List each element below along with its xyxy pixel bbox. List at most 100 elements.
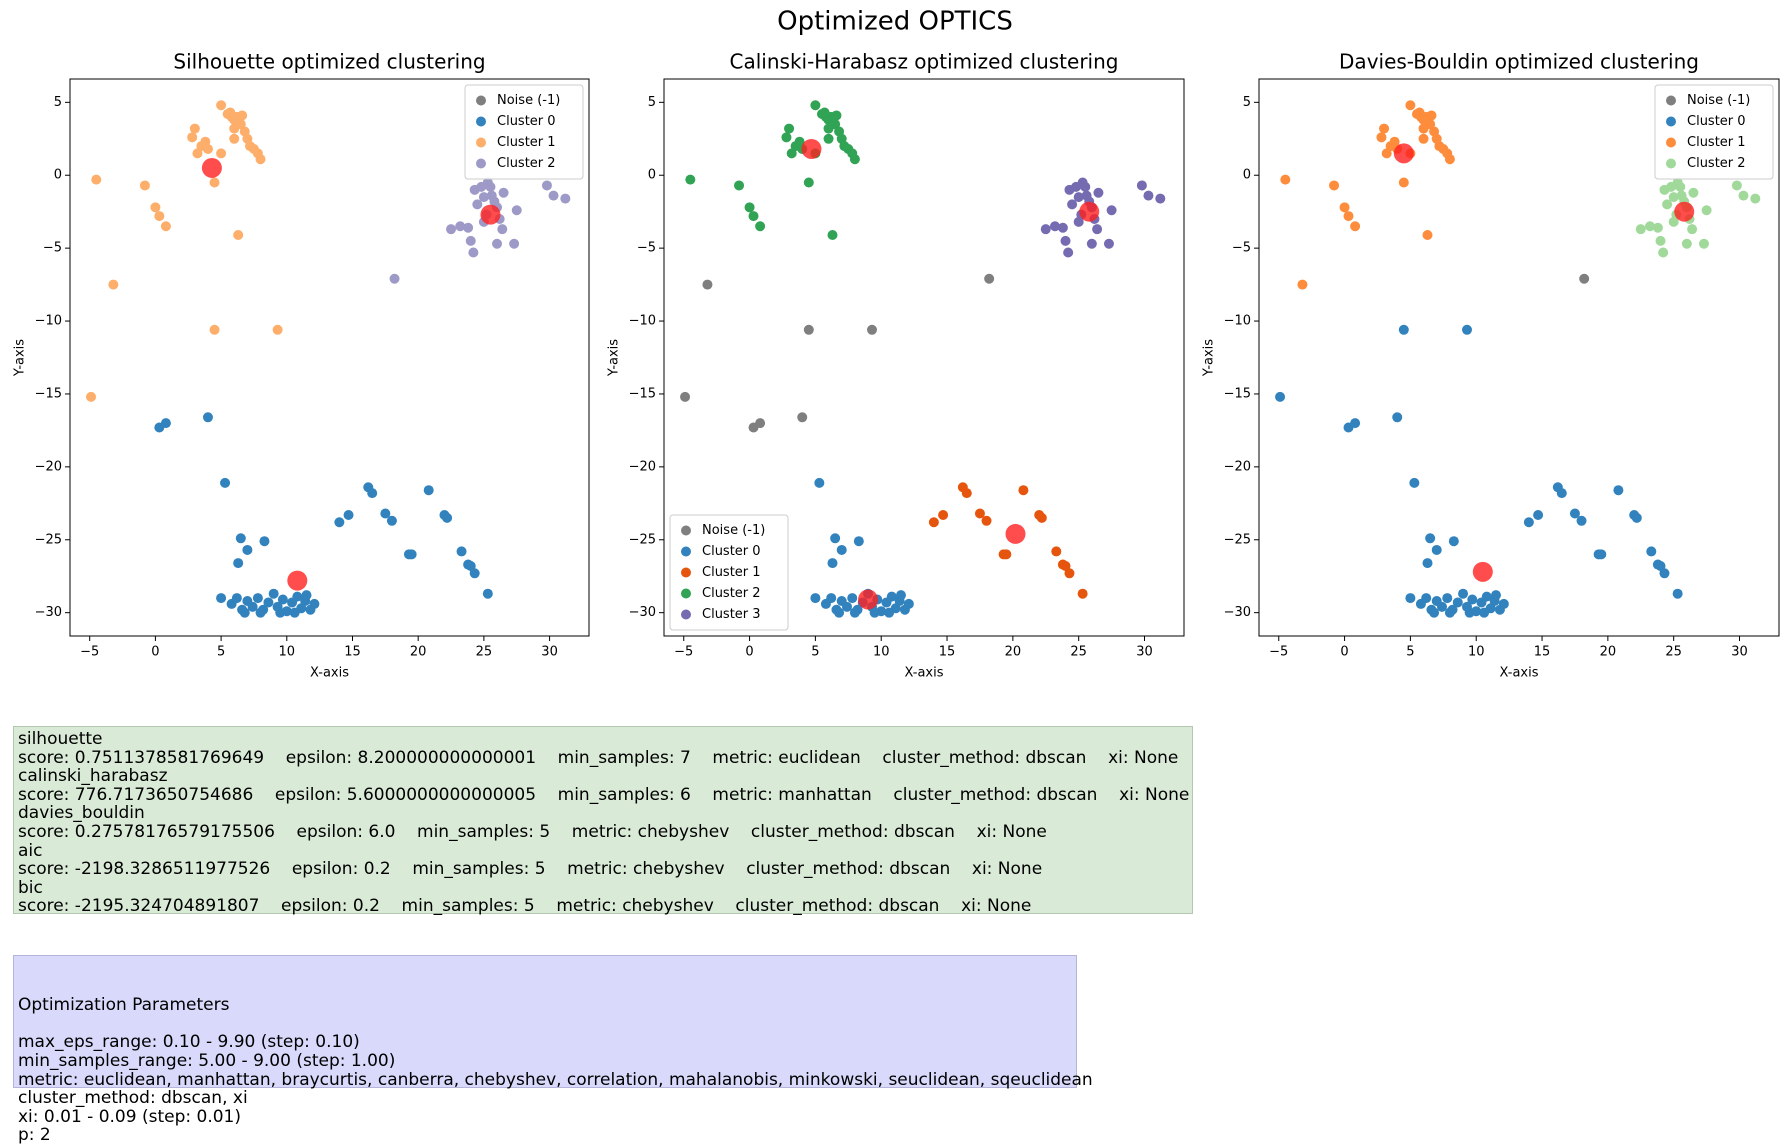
point	[1698, 238, 1709, 249]
point	[233, 230, 244, 241]
legend-label: Noise (-1)	[702, 523, 765, 538]
legend-box	[464, 84, 584, 180]
point	[1687, 224, 1698, 235]
point	[1343, 211, 1354, 222]
point	[1498, 598, 1509, 609]
y-tick-label: −5	[43, 241, 62, 256]
point	[1431, 544, 1442, 555]
point	[482, 588, 493, 599]
chart-title: Silhouette optimized clustering	[173, 50, 485, 74]
point	[560, 193, 571, 204]
x-tick-label: 10	[1468, 645, 1485, 660]
y-tick-label: 5	[1243, 95, 1251, 110]
point	[1103, 238, 1114, 249]
point	[1376, 132, 1387, 143]
point	[108, 279, 119, 290]
point	[1658, 247, 1669, 258]
point	[463, 222, 474, 233]
result-details: score: 0.7511378581769649 epsilon: 8.200…	[18, 747, 1179, 768]
point	[1596, 549, 1607, 560]
point	[847, 593, 858, 604]
point	[1379, 123, 1390, 134]
point	[1067, 199, 1078, 210]
y-tick-label: 0	[54, 168, 62, 183]
point	[1049, 221, 1060, 232]
x-tick-label: 15	[1534, 645, 1551, 660]
y-tick-label: −25	[35, 532, 62, 547]
y-tick-label: −25	[1224, 532, 1251, 547]
point	[886, 591, 897, 602]
point	[803, 177, 814, 188]
legend-marker	[476, 116, 486, 127]
optimization-line: metric: euclidean, manhattan, braycurtis…	[18, 1069, 1093, 1090]
point	[334, 517, 345, 528]
point	[216, 100, 227, 111]
point	[486, 190, 497, 201]
point	[836, 544, 847, 555]
point	[511, 205, 522, 216]
point	[1064, 184, 1075, 195]
point	[1436, 601, 1447, 612]
point	[794, 136, 805, 147]
point	[1422, 230, 1433, 241]
point	[1448, 536, 1459, 547]
optimization-line: p: 2	[18, 1125, 51, 1145]
legend: Noise (-1) Cluster 0 Cluster 1 Cluster 2 Clu…	[669, 514, 789, 631]
point	[849, 154, 860, 165]
legend-marker	[476, 95, 486, 106]
point	[1442, 593, 1453, 604]
page: Optimized OPTICS Silhouette optimized cl…	[12, 6, 1780, 1145]
point	[1350, 221, 1361, 232]
result-metric: aic	[18, 840, 43, 861]
legend-marker	[681, 525, 691, 536]
optimization-line: xi: 0.01 - 0.09 (step: 0.01)	[18, 1106, 241, 1127]
point	[849, 607, 860, 618]
point	[1297, 279, 1308, 290]
point	[680, 391, 691, 402]
point	[548, 190, 559, 201]
point	[755, 418, 766, 429]
legend-label: Noise (-1)	[497, 93, 560, 108]
point	[220, 477, 231, 488]
point	[541, 180, 552, 191]
x-tick-label: 25	[476, 645, 493, 660]
point	[903, 598, 914, 609]
point	[823, 123, 834, 134]
point	[685, 174, 696, 185]
point	[1635, 224, 1646, 235]
point	[268, 588, 279, 599]
x-tick-label: 25	[1665, 645, 1682, 660]
point	[1398, 324, 1409, 335]
point	[233, 558, 244, 569]
point	[1339, 202, 1350, 213]
point	[478, 192, 489, 203]
point	[784, 123, 795, 134]
centroid	[1472, 561, 1493, 582]
point	[1073, 192, 1084, 203]
figure-title: Optimized OPTICS	[777, 7, 1013, 37]
legend-marker	[476, 158, 486, 169]
point	[823, 133, 834, 144]
result-metric: bic	[18, 877, 43, 898]
point	[1414, 107, 1425, 118]
point	[1738, 190, 1749, 201]
point	[841, 601, 852, 612]
y-tick-label: −15	[35, 386, 62, 401]
point	[216, 593, 227, 604]
result-details: score: 776.7173650754686 epsilon: 5.6000…	[18, 784, 1190, 805]
point	[389, 273, 400, 284]
y-tick-label: −20	[1224, 459, 1251, 474]
legend-marker	[681, 609, 691, 620]
point	[853, 536, 864, 547]
legend-marker	[1666, 158, 1676, 169]
point	[1073, 216, 1084, 227]
legend-marker	[1666, 95, 1676, 106]
point	[981, 515, 992, 526]
point	[406, 549, 417, 560]
legend-marker	[1666, 137, 1676, 148]
x-tick-label: 20	[1005, 645, 1022, 660]
chart-title: Davies-Bouldin optimized clustering	[1339, 50, 1699, 74]
point	[1086, 238, 1097, 249]
point	[442, 512, 453, 523]
legend-label: Cluster 0	[702, 544, 761, 559]
